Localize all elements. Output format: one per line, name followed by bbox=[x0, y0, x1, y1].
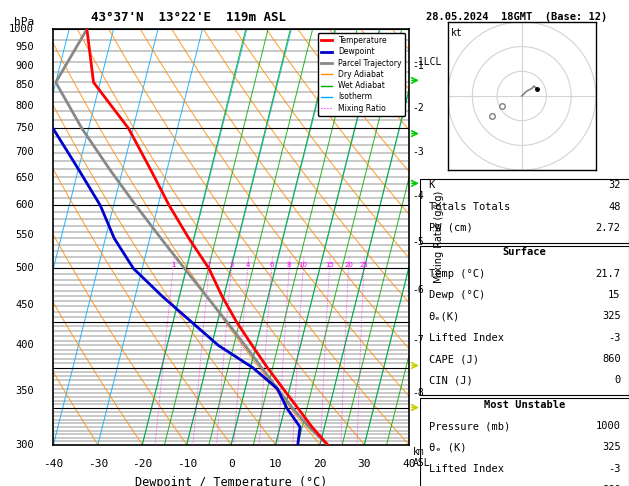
Text: 325: 325 bbox=[602, 312, 621, 321]
Text: 650: 650 bbox=[15, 173, 34, 183]
Text: -6: -6 bbox=[413, 285, 424, 295]
Text: Dewpoint / Temperature (°C): Dewpoint / Temperature (°C) bbox=[135, 476, 327, 486]
Text: -1: -1 bbox=[413, 61, 424, 71]
Text: 20: 20 bbox=[313, 459, 326, 469]
Text: 0: 0 bbox=[615, 375, 621, 385]
Text: 325: 325 bbox=[602, 442, 621, 452]
Bar bbox=[420, 179, 629, 243]
Text: 550: 550 bbox=[15, 230, 34, 241]
Text: 860: 860 bbox=[602, 485, 621, 486]
Text: 6: 6 bbox=[269, 262, 274, 268]
Text: -2: -2 bbox=[413, 104, 424, 113]
Text: -3: -3 bbox=[608, 464, 621, 474]
Text: -1LCL: -1LCL bbox=[413, 57, 442, 68]
Text: -7: -7 bbox=[413, 335, 424, 345]
Text: 15: 15 bbox=[608, 290, 621, 300]
Text: 8: 8 bbox=[287, 262, 291, 268]
Text: 32: 32 bbox=[608, 180, 621, 191]
Text: -3: -3 bbox=[608, 333, 621, 343]
Text: 40: 40 bbox=[402, 459, 416, 469]
Text: Most Unstable: Most Unstable bbox=[484, 400, 565, 410]
Text: 30: 30 bbox=[358, 459, 371, 469]
Text: 1000: 1000 bbox=[596, 421, 621, 431]
Text: K: K bbox=[428, 180, 435, 191]
Text: CAPE (J): CAPE (J) bbox=[428, 485, 479, 486]
Text: 21.7: 21.7 bbox=[596, 269, 621, 279]
Text: 25: 25 bbox=[359, 262, 368, 268]
Text: 900: 900 bbox=[15, 61, 34, 70]
Text: Surface: Surface bbox=[503, 247, 547, 258]
Text: 850: 850 bbox=[15, 80, 34, 90]
Text: -40: -40 bbox=[43, 459, 64, 469]
Bar bbox=[420, 246, 629, 395]
Text: Dewp (°C): Dewp (°C) bbox=[428, 290, 485, 300]
Text: 500: 500 bbox=[15, 263, 34, 274]
Text: 1: 1 bbox=[171, 262, 175, 268]
Text: 20: 20 bbox=[344, 262, 353, 268]
Text: Pressure (mb): Pressure (mb) bbox=[428, 421, 509, 431]
Text: 10: 10 bbox=[299, 262, 308, 268]
Text: hPa: hPa bbox=[14, 17, 34, 27]
Text: km
ASL: km ASL bbox=[413, 447, 430, 469]
Text: 350: 350 bbox=[15, 386, 34, 397]
Text: 1000: 1000 bbox=[9, 24, 34, 34]
Text: Totals Totals: Totals Totals bbox=[428, 202, 509, 212]
Text: Mixing Ratio (g/kg): Mixing Ratio (g/kg) bbox=[434, 191, 444, 283]
Text: 300: 300 bbox=[15, 440, 34, 450]
Text: Temp (°C): Temp (°C) bbox=[428, 269, 485, 279]
Text: 600: 600 bbox=[15, 200, 34, 210]
Text: Lifted Index: Lifted Index bbox=[428, 333, 504, 343]
Text: 0: 0 bbox=[228, 459, 235, 469]
Text: 400: 400 bbox=[15, 340, 34, 350]
Text: 28.05.2024  18GMT  (Base: 12): 28.05.2024 18GMT (Base: 12) bbox=[426, 12, 607, 22]
Text: -20: -20 bbox=[132, 459, 152, 469]
Text: Lifted Index: Lifted Index bbox=[428, 464, 504, 474]
Text: CIN (J): CIN (J) bbox=[428, 375, 472, 385]
Text: θₑ (K): θₑ (K) bbox=[428, 442, 466, 452]
Text: -5: -5 bbox=[413, 237, 424, 247]
Text: 15: 15 bbox=[325, 262, 334, 268]
Text: 700: 700 bbox=[15, 147, 34, 157]
Text: -3: -3 bbox=[413, 147, 424, 156]
Text: 2: 2 bbox=[207, 262, 211, 268]
Text: PW (cm): PW (cm) bbox=[428, 223, 472, 233]
Text: 48: 48 bbox=[608, 202, 621, 212]
Text: 950: 950 bbox=[15, 42, 34, 52]
Text: 43°37'N  13°22'E  119m ASL: 43°37'N 13°22'E 119m ASL bbox=[91, 11, 286, 24]
Text: 800: 800 bbox=[15, 101, 34, 111]
Text: 4: 4 bbox=[245, 262, 250, 268]
Text: CAPE (J): CAPE (J) bbox=[428, 354, 479, 364]
Text: θₑ(K): θₑ(K) bbox=[428, 312, 460, 321]
Text: -8: -8 bbox=[413, 388, 424, 399]
Text: 3: 3 bbox=[229, 262, 233, 268]
Text: -30: -30 bbox=[88, 459, 108, 469]
Bar bbox=[420, 398, 629, 486]
Legend: Temperature, Dewpoint, Parcel Trajectory, Dry Adiabat, Wet Adiabat, Isotherm, Mi: Temperature, Dewpoint, Parcel Trajectory… bbox=[318, 33, 405, 116]
Text: 2.72: 2.72 bbox=[596, 223, 621, 233]
Text: 450: 450 bbox=[15, 300, 34, 310]
Text: kt: kt bbox=[450, 28, 462, 38]
Text: -10: -10 bbox=[177, 459, 197, 469]
Text: 10: 10 bbox=[269, 459, 282, 469]
Text: -4: -4 bbox=[413, 191, 424, 201]
Text: 860: 860 bbox=[602, 354, 621, 364]
Text: 750: 750 bbox=[15, 123, 34, 134]
